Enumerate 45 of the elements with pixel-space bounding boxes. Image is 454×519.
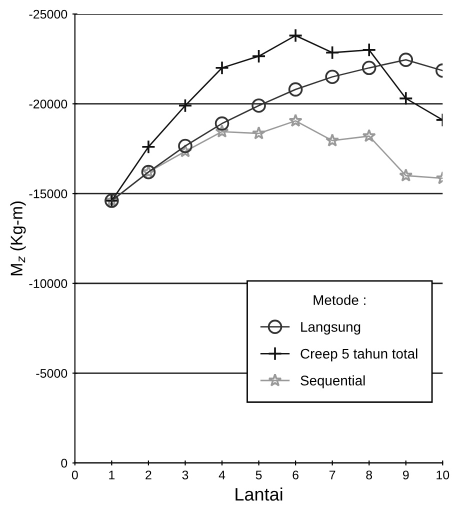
x-tick-label: 7 xyxy=(329,470,336,480)
point xyxy=(215,124,229,138)
point xyxy=(178,98,192,113)
point xyxy=(288,82,303,97)
y-tick-label: -5000 xyxy=(36,368,68,378)
legend-label: Langsung xyxy=(301,322,360,335)
point xyxy=(252,98,266,113)
x-tick-label: 10 xyxy=(436,470,450,480)
point xyxy=(214,116,230,131)
legend-label: Sequential xyxy=(300,375,365,388)
y-axis-title: M$_{z}$ (Kg-m) xyxy=(10,202,26,276)
point xyxy=(288,114,302,127)
x-tick-label: 0 xyxy=(72,470,78,480)
x-tick-label: 1 xyxy=(109,470,115,480)
point xyxy=(362,128,376,142)
x-tick-label: 4 xyxy=(218,470,226,480)
x-tick-label: 8 xyxy=(366,470,372,480)
point xyxy=(288,28,303,43)
point xyxy=(398,52,414,67)
point xyxy=(399,168,413,182)
point xyxy=(178,138,192,154)
y-tick-label: 0 xyxy=(61,458,68,468)
point xyxy=(178,144,192,158)
x-tick-label: 9 xyxy=(402,470,409,480)
legend-label: Creep 5 tahun total xyxy=(300,348,418,362)
x-tick-label: 3 xyxy=(182,470,188,480)
x-axis-title: Lantai xyxy=(236,487,282,501)
point xyxy=(325,45,340,60)
x-tick-label: 5 xyxy=(256,470,262,480)
point xyxy=(252,126,266,140)
y-tick-label: -25000 xyxy=(29,10,68,19)
point xyxy=(141,140,156,154)
y-tick-label: -10000 xyxy=(29,279,68,288)
point xyxy=(325,133,340,147)
legend-title: Metode : xyxy=(314,294,366,305)
y-tick-label: -15000 xyxy=(29,189,68,198)
x-tick-label: 2 xyxy=(146,470,152,480)
y-tick-label: -20000 xyxy=(29,100,68,108)
point xyxy=(362,42,376,58)
point xyxy=(325,70,340,84)
x-tick-label: 6 xyxy=(292,470,298,480)
point xyxy=(214,60,230,76)
point xyxy=(252,49,266,64)
point xyxy=(398,91,414,106)
point xyxy=(362,60,376,76)
